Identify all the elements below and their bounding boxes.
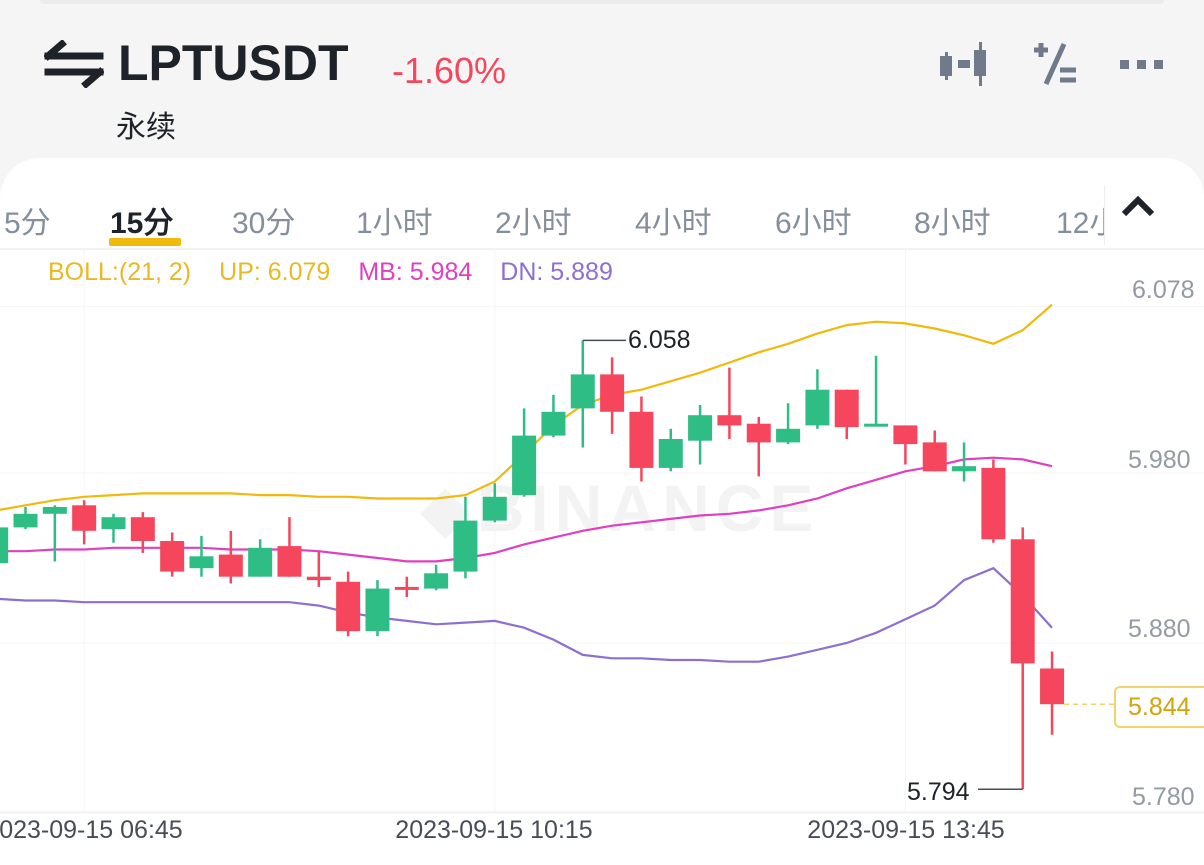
boll-dn-value: DN: 5.889	[500, 258, 613, 286]
candle-up	[248, 547, 273, 577]
tab-8h[interactable]: 8小时	[914, 207, 991, 240]
candle-up	[805, 389, 830, 426]
candle-down	[130, 517, 155, 541]
candle-down	[834, 389, 859, 428]
candle-down	[160, 541, 185, 572]
price-change-percent: -1.60%	[392, 50, 507, 91]
candle-up	[512, 435, 537, 496]
candle-down	[717, 415, 742, 426]
more-dots-icon[interactable]	[1116, 40, 1172, 90]
divider	[0, 248, 1204, 250]
candle-down	[981, 467, 1006, 540]
tab-4h[interactable]: 4小时	[635, 207, 712, 240]
candle-down	[1010, 539, 1035, 664]
candle-up	[0, 527, 9, 564]
y-tick-label: 5.880	[1128, 615, 1191, 643]
candle-up	[13, 513, 38, 528]
candlestick-chart-icon[interactable]	[936, 40, 992, 90]
candle-up	[482, 496, 507, 521]
y-tick-label: 5.780	[1132, 783, 1195, 811]
candle-down	[277, 546, 302, 577]
y-tick-label: 5.980	[1128, 446, 1191, 474]
tab-1h[interactable]: 1小时	[356, 207, 433, 240]
candle-down	[629, 411, 654, 468]
candle-down	[218, 554, 243, 577]
current-price-tag[interactable]: 5.844	[1114, 686, 1204, 728]
candle-down	[394, 586, 419, 590]
low-price-label: 5.794	[907, 778, 970, 806]
candle-down	[893, 425, 918, 445]
candle-up	[952, 466, 977, 472]
candle-up	[365, 588, 390, 632]
candle-down	[922, 442, 947, 472]
candle-up	[101, 517, 126, 530]
candle-down	[72, 505, 97, 531]
contract-type-label: 永续	[116, 111, 176, 144]
x-tick-label: 2023-09-15 10:15	[395, 816, 593, 844]
candle-down	[746, 423, 771, 443]
x-tick-label: 2023-09-15 13:45	[807, 816, 1005, 844]
tab-15m[interactable]: 15分	[110, 207, 174, 240]
candle-up	[42, 507, 67, 514]
plus-minus-calc-icon[interactable]	[1028, 40, 1084, 90]
boll-dn-line	[0, 566, 1053, 663]
tab-divider	[1104, 185, 1105, 245]
candle-down	[336, 581, 361, 632]
candle-down	[306, 576, 331, 581]
symbol-title[interactable]: LPTUSDT	[118, 35, 349, 91]
x-tick-label: 2023-09-15 06:45	[0, 816, 183, 844]
high-price-label: 6.058	[628, 326, 691, 354]
boll-up-value: UP: 6.079	[219, 258, 331, 286]
tab-12h[interactable]: 12小时	[1056, 207, 1104, 240]
timeframe-tabs: 5分 15分 30分 1小时 2小时 4小时 6小时 8小时 12小时	[0, 190, 1104, 246]
candle-up	[658, 439, 683, 468]
boll-mb-value: MB: 5.984	[358, 258, 473, 286]
candle-up	[776, 428, 801, 443]
tab-5m[interactable]: 5分	[4, 207, 51, 240]
candle-down	[600, 374, 625, 412]
candle-up	[864, 423, 889, 427]
boll-params: BOLL:(21, 2)	[48, 258, 192, 286]
candle-up	[541, 411, 566, 436]
chevron-up-icon[interactable]	[1116, 186, 1160, 226]
candle-up	[189, 556, 214, 569]
tab-6h[interactable]: 6小时	[775, 207, 852, 240]
boll-legend: BOLL:(21, 2) UP: 6.079 MB: 5.984 DN: 5.889	[48, 258, 641, 287]
candle-up	[688, 415, 713, 441]
top-handle	[40, 0, 1164, 4]
candle-up	[570, 374, 595, 409]
tab-2h[interactable]: 2小时	[495, 207, 572, 240]
tab-30m[interactable]: 30分	[232, 207, 296, 240]
active-tab-indicator	[109, 238, 181, 246]
candle-up	[424, 573, 449, 589]
y-tick-label: 6.078	[1132, 276, 1195, 304]
candle-up	[453, 520, 478, 572]
swap-arrows-icon[interactable]	[44, 40, 104, 88]
candle-down	[1040, 668, 1065, 705]
